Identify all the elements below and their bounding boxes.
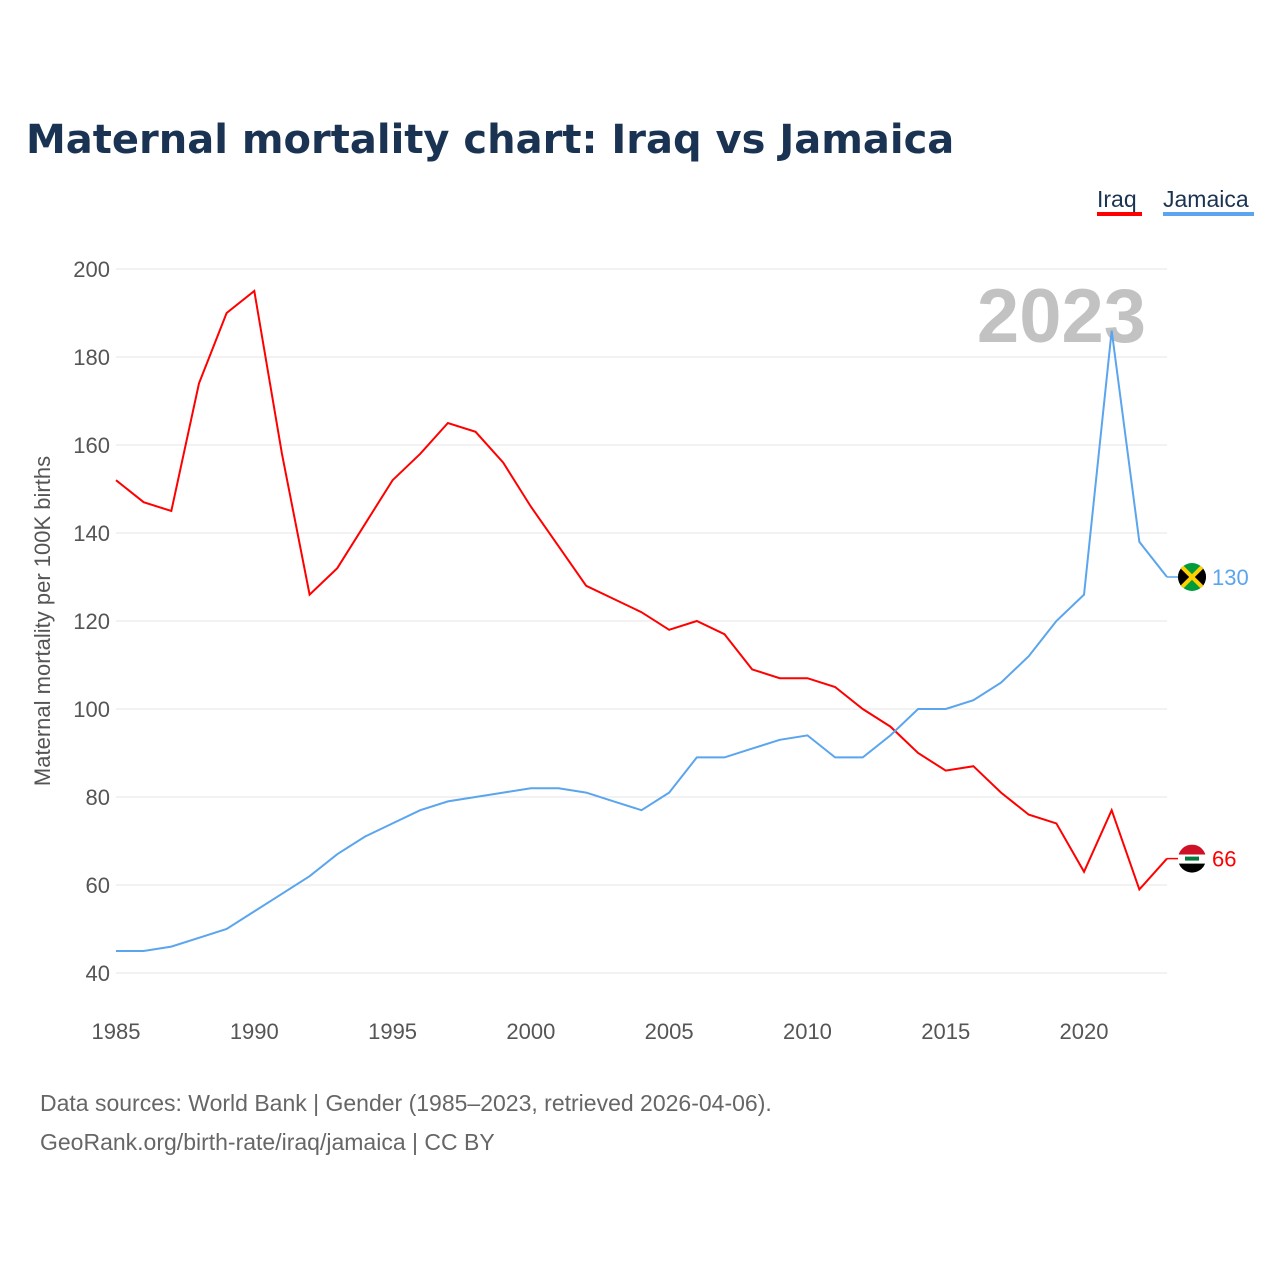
y-axis-label: Maternal mortality per 100K births xyxy=(30,456,55,786)
y-tick-label: 120 xyxy=(73,609,110,634)
iraq-flag-icon xyxy=(1167,844,1206,873)
legend: Iraq Jamaica xyxy=(1097,186,1254,216)
legend-item-iraq[interactable]: Iraq xyxy=(1097,186,1142,216)
x-tick-label: 2000 xyxy=(506,1019,555,1044)
legend-swatch xyxy=(1163,212,1254,216)
chart-title: Maternal mortality chart: Iraq vs Jamaic… xyxy=(26,117,954,163)
x-tick-label: 1990 xyxy=(230,1019,279,1044)
x-tick-label: 1985 xyxy=(92,1019,141,1044)
series-line-jamaica xyxy=(116,330,1168,952)
x-tick-label: 1995 xyxy=(368,1019,417,1044)
end-label-iraq: 66 xyxy=(1212,847,1236,872)
legend-swatch xyxy=(1097,212,1142,216)
series-line-iraq xyxy=(115,289,1168,892)
y-tick-label: 60 xyxy=(86,873,110,898)
x-tick-label: 2020 xyxy=(1060,1019,1109,1044)
y-axis: 40 60 80 100 120 140 160 180 200 xyxy=(73,257,110,986)
x-axis: 1985 1990 1995 2000 2005 2010 2015 2020 xyxy=(92,1019,1109,1044)
grid xyxy=(116,268,1167,974)
x-tick-label: 2010 xyxy=(783,1019,832,1044)
year-label: 2023 xyxy=(977,274,1146,359)
y-tick-label: 100 xyxy=(73,697,110,722)
y-tick-label: 140 xyxy=(73,521,110,546)
legend-label: Iraq xyxy=(1097,186,1137,212)
y-tick-label: 40 xyxy=(86,961,110,986)
series-lines: 66 130 xyxy=(115,289,1249,952)
legend-item-jamaica[interactable]: Jamaica xyxy=(1163,186,1254,216)
y-tick-label: 80 xyxy=(86,785,110,810)
footer-sources: Data sources: World Bank | Gender (1985–… xyxy=(40,1090,772,1116)
x-tick-label: 2005 xyxy=(645,1019,694,1044)
footer-link[interactable]: GeoRank.org/birth-rate/iraq/jamaica | CC… xyxy=(40,1129,495,1155)
x-tick-label: 2015 xyxy=(921,1019,970,1044)
y-tick-label: 200 xyxy=(73,257,110,282)
legend-label: Jamaica xyxy=(1163,186,1249,212)
y-tick-label: 160 xyxy=(73,433,110,458)
end-label-jamaica: 130 xyxy=(1212,565,1249,590)
y-tick-label: 180 xyxy=(73,345,110,370)
jamaica-flag-icon xyxy=(1167,563,1206,591)
